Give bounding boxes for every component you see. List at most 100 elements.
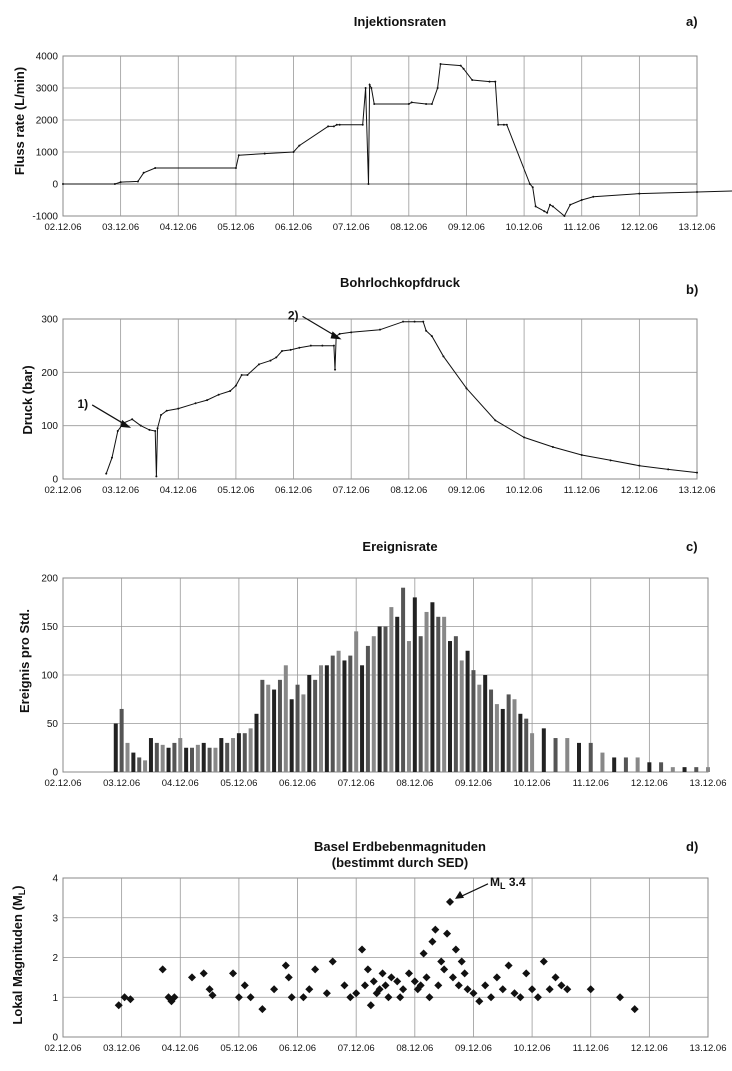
panel-a-xtick-label: 10.12.06: [506, 222, 543, 233]
panel-a-data-point: [263, 152, 266, 155]
panel-c-bar: [565, 738, 570, 772]
panel-a-data-point: [430, 103, 433, 105]
panel-b-xtick-label: 09.12.06: [448, 485, 485, 496]
panel-d-marker: [170, 993, 179, 1002]
panel-c-yticks: 0 50 100 150 200: [41, 574, 58, 779]
panel-c-bar: [178, 738, 183, 772]
panel-d-marker: [551, 973, 560, 982]
panel-c-xtick-label: 04.12.06: [162, 778, 199, 789]
panel-a-series-line: [63, 63, 732, 217]
panel-b-xtick-label: 12.12.06: [621, 485, 658, 496]
panel-c-bar: [612, 757, 617, 772]
panel-a-data-point: [494, 80, 497, 83]
panel-a-ylabel: Fluss rate (L/min): [12, 67, 27, 175]
panel-c-bar: [236, 733, 241, 772]
panel-a-data-point: [327, 125, 330, 128]
panel-b-data-point: [298, 346, 301, 349]
panel-d-xtick-label: 09.12.06: [455, 1043, 492, 1054]
panel-c-bar: [506, 694, 511, 772]
panel-c-bar: [471, 670, 476, 772]
panel-d-marker: [322, 989, 331, 998]
panel-a-data-point: [234, 167, 237, 169]
panel-d-marker: [457, 957, 466, 966]
panel-d-marker: [205, 985, 214, 994]
panel-b-data-point: [338, 332, 341, 335]
panel-c-bar: [319, 665, 323, 772]
panel-a-xtick-label: 12.12.06: [621, 222, 658, 233]
panel-c-bar: [277, 679, 282, 772]
panel-b-data-point: [309, 344, 312, 347]
panel-c-bar: [442, 616, 447, 772]
panel-c-bar: [166, 747, 171, 772]
panel-d-marker: [378, 969, 387, 978]
panel-b-data-point: [269, 359, 272, 362]
panel-a-data-point: [502, 123, 505, 126]
panel-c-bar: [131, 752, 136, 772]
panel-c-bar: [365, 645, 370, 772]
panel-d-ytick-label: 1: [52, 993, 58, 1004]
panel-b-ytick-label: 100: [41, 421, 58, 432]
panel-a-data-point: [119, 181, 122, 184]
panel-c-bar: [448, 641, 452, 772]
panel-c-xtick-label: 07.12.06: [338, 778, 375, 789]
panel-a-data-point: [154, 167, 157, 169]
panel-c-bar: [682, 767, 687, 772]
panel-c-bar: [588, 742, 593, 772]
panel-a-xtick-label: 03.12.06: [102, 222, 139, 233]
panel-b-frame: [62, 318, 698, 480]
panel-a-ytick-label: 0: [52, 180, 58, 191]
panel-d-annotation-label: ML 3.4: [490, 875, 526, 891]
panel-b-data-point: [156, 427, 159, 430]
panel-d-marker: [305, 985, 314, 994]
panel-b-data-point: [465, 387, 468, 390]
panel-d-marker: [246, 993, 255, 1002]
panel-b-annotation-label: 1): [77, 397, 88, 411]
panel-a-data-point: [425, 103, 428, 105]
panel-b-data-point: [494, 419, 497, 422]
panel-d-marker: [422, 973, 431, 982]
panel-c-bar: [307, 675, 312, 772]
panel-c-bar: [260, 679, 265, 772]
panel-b-data-point: [206, 399, 209, 402]
panel-d-marker: [487, 993, 496, 1002]
panel-d-xtick-label: 06.12.06: [279, 1043, 316, 1054]
panel-d-marker: [188, 973, 196, 982]
panel-b-data-point: [402, 320, 405, 323]
panel-c-bar: [459, 660, 464, 772]
panel-b-grid: [62, 318, 698, 480]
panel-c-bar: [377, 626, 382, 772]
panel-a-data-point: [407, 103, 410, 105]
panel-d-marker: [463, 985, 472, 994]
panel-c-bar: [184, 747, 189, 772]
panel-d-marker: [516, 993, 525, 1002]
panel-d-marker: [375, 985, 384, 994]
panel-d-marker: [498, 985, 507, 994]
panel-d-marker: [545, 985, 554, 994]
panel-b-data-point: [275, 356, 278, 359]
panel-d-marker: [234, 993, 243, 1002]
panel-b-data-point: [257, 363, 260, 366]
panel-a-ytick-label: 3000: [36, 84, 59, 95]
panel-b-ytick-label: 200: [41, 368, 58, 379]
panel-c-bar: [143, 760, 148, 772]
panel-c-bar: [623, 757, 628, 772]
panel-b-annotation-arrowhead: [120, 419, 132, 428]
panel-b-xtick-label: 08.12.06: [390, 485, 427, 496]
panel-a-frame: [62, 55, 698, 217]
panel-a-xticks: 02.12.06 03.12.06 04.12.06 05.12.06 06.12.06…: [45, 222, 716, 233]
panel-d-marker: [419, 949, 428, 958]
panel-c-bar: [201, 742, 206, 772]
panel-d-xtick-label: 13.12.06: [690, 1043, 727, 1054]
panel-b-ytick-label: 300: [41, 315, 58, 326]
panel-c-bar: [494, 704, 499, 772]
panel-d-marker: [340, 981, 349, 990]
panel-d-marker: [360, 981, 369, 990]
panel-a-xtick-label: 07.12.06: [333, 222, 370, 233]
panel-a-ytick-label: 4000: [36, 52, 59, 63]
panel-c-bar: [530, 733, 535, 772]
panel-a-data-point: [62, 183, 64, 185]
panel-d-xtick-label: 11.12.06: [573, 1043, 609, 1054]
panel-a-xtick-label: 06.12.06: [275, 222, 312, 233]
panel-c-bar: [336, 650, 341, 772]
panel-c-bar: [119, 708, 124, 772]
